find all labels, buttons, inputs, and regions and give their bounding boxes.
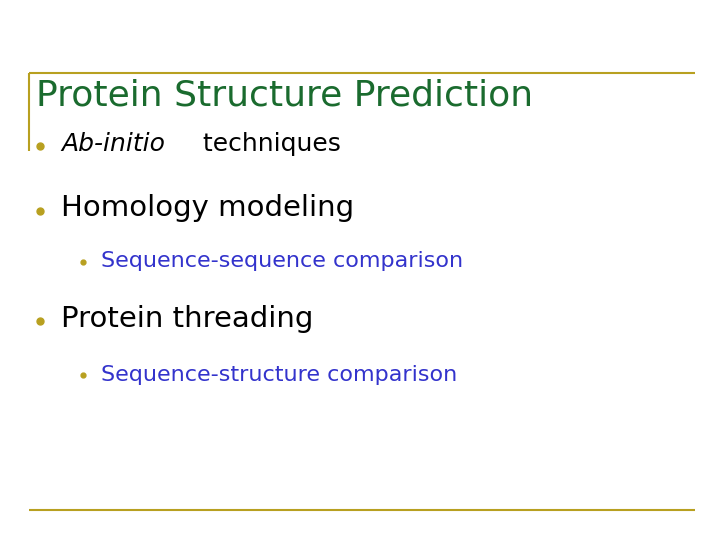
- Text: Sequence-structure comparison: Sequence-structure comparison: [101, 364, 457, 384]
- Text: Protein threading: Protein threading: [61, 305, 314, 333]
- Text: Protein Structure Prediction: Protein Structure Prediction: [36, 78, 533, 112]
- Text: Ab-initio: Ab-initio: [61, 132, 165, 156]
- Text: Homology modeling: Homology modeling: [61, 194, 354, 222]
- Text: Sequence-sequence comparison: Sequence-sequence comparison: [101, 251, 463, 271]
- Text: techniques: techniques: [195, 132, 341, 156]
